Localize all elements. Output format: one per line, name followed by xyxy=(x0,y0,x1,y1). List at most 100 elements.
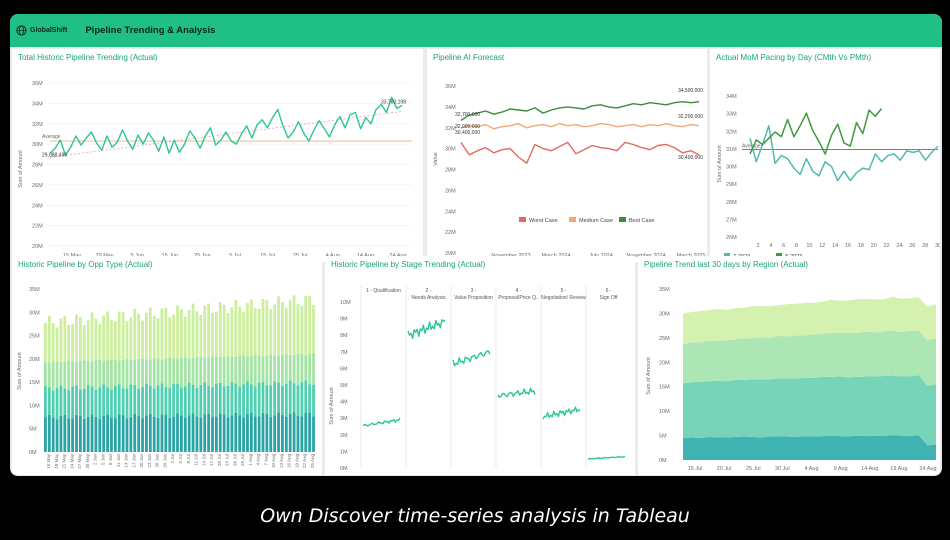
ai-forecast-panel[interactable]: Pipeline AI Forecast 36M 34M 32M 30M 28M 26M 2… xyxy=(427,49,707,262)
region-trend-chart[interactable]: 35M 30M 25M 20M 15M 10M 5M 0M Sum of Amount 15 Ju… xyxy=(638,256,940,475)
opp-bar-segment xyxy=(304,295,308,355)
forecast-y-tick: 28M xyxy=(445,168,456,174)
opp-y-tick: 0M xyxy=(29,450,37,456)
stage-series-line xyxy=(452,350,491,367)
opp-bar-segment xyxy=(102,415,106,452)
stage-y-tick: 2M xyxy=(340,433,348,439)
opp-bar-segment xyxy=(261,298,265,357)
opp-bar-segment xyxy=(203,357,207,383)
opp-bar-segment xyxy=(211,356,214,388)
opp-bar-segment xyxy=(234,383,238,413)
opp-bar-segment xyxy=(59,385,63,416)
forecast-legend-label: Worst Case xyxy=(529,218,558,224)
opp-bar-segment xyxy=(160,308,164,360)
forecast-ylabel: Value xyxy=(433,152,439,166)
opp-bar-segment xyxy=(300,416,304,452)
mom-x-tick: 6 xyxy=(782,243,785,249)
opp-x-tick: 13 Aug xyxy=(279,454,284,469)
opp-bar-segment xyxy=(195,356,199,388)
opp-bar-segment xyxy=(110,417,113,452)
opp-bar-segment xyxy=(191,303,195,359)
mom-x-tick: 8 xyxy=(795,243,798,249)
dashboard: GlobalShift Pipeline Trending & Analysis… xyxy=(10,14,942,476)
mom-pacing-panel[interactable]: Actual MoM Pacing by Day (CMth Vs PMth) … xyxy=(710,49,940,262)
opp-bar-segment xyxy=(249,384,253,413)
opp-bar-segment xyxy=(55,361,59,388)
total-pipeline-panel[interactable]: Total Historic Pipeline Trending (Actual… xyxy=(12,49,423,262)
total-ylabel: Sum of Amount xyxy=(18,150,24,188)
total-pipeline-chart[interactable]: 36M 34M 32M 30M 28M 26M 24M 22M 20M Sum of Amount… xyxy=(12,49,423,262)
opp-type-chart[interactable]: 35M 30M 25M 20M 15M 10M 5M 0M Sum of Amount 15 Ma… xyxy=(12,256,322,475)
panel-title: Historic Pipeline by Opp Type (Actual) xyxy=(18,260,153,269)
opp-bar-segment xyxy=(55,387,59,420)
opp-bar-segment xyxy=(82,325,86,361)
region-trend-panel[interactable]: Pipeline Trend last 30 days by Region (A… xyxy=(638,256,940,475)
opp-bar-segment xyxy=(63,415,67,452)
opp-bar-segment xyxy=(59,362,63,386)
stage-trending-panel[interactable]: Historic Pipeline by Stage Trending (Act… xyxy=(325,256,635,475)
opp-bar-segment xyxy=(164,386,168,415)
opp-bar-segment xyxy=(51,323,55,362)
opp-bar-segment xyxy=(176,413,179,452)
stage-trending-chart[interactable]: 10M 9M 8M 7M 6M 5M 4M 3M 2M 1M 0M Sum of Amount 1 - … xyxy=(325,256,635,475)
opp-bar-segment xyxy=(78,316,82,361)
opp-bar-segment xyxy=(292,412,296,452)
ai-forecast-chart[interactable]: 36M34M32M30M28M26M24M22M20MValueNovember… xyxy=(427,49,707,262)
opp-bar-segment xyxy=(106,414,109,452)
opp-bar-segment xyxy=(211,312,214,357)
opp-bar-segment xyxy=(242,311,245,356)
region-x-tick: 15 Jul xyxy=(688,466,703,472)
opp-x-tick: 8 Jul xyxy=(186,454,191,464)
mom-x-tick: 18 xyxy=(858,243,864,249)
stage-y-tick: 5M xyxy=(340,383,348,389)
opp-bar-segment xyxy=(269,309,273,355)
opp-bar-segment xyxy=(63,361,67,389)
opp-bar-segment xyxy=(265,413,269,452)
opp-bar-segment xyxy=(277,296,280,356)
total-y-tick: 28M xyxy=(32,163,43,169)
opp-x-tick: 29 Jun xyxy=(162,454,167,468)
opp-bar-segment xyxy=(238,306,242,356)
region-area-us-east xyxy=(683,375,936,446)
opp-x-tick: 14 Jul xyxy=(201,454,206,466)
mom-pacing-chart[interactable]: 34M 33M 32M 31M 30M 29M 28M 27M 26M Sum of Amount… xyxy=(710,49,940,262)
forecast-series-1 xyxy=(460,122,700,130)
opp-x-tick: 4 Aug xyxy=(256,454,261,466)
opp-bar-segment xyxy=(218,357,222,383)
opp-bar-segment xyxy=(261,356,265,382)
opp-bar-segment xyxy=(300,305,304,354)
opp-bar-segment xyxy=(257,308,261,356)
opp-bar-segment xyxy=(141,386,144,419)
opp-bar-segment xyxy=(292,354,296,384)
opp-bar-segment xyxy=(207,303,210,358)
opp-y-tick: 10M xyxy=(29,403,40,409)
opp-bar-segment xyxy=(300,353,304,383)
opp-bar-segment xyxy=(94,360,98,390)
opp-bar-segment xyxy=(168,357,172,388)
total-y-tick: 34M xyxy=(32,101,43,107)
opp-bar-segment xyxy=(277,382,280,413)
opp-bar-segment xyxy=(71,386,74,419)
opp-bar-segment xyxy=(94,416,98,452)
opp-bar-segment xyxy=(156,417,160,452)
total-end-label: 33,780,198 xyxy=(381,99,406,105)
opp-bar-segment xyxy=(183,417,187,452)
opp-bar-segment xyxy=(44,362,47,386)
opp-x-tick: 8 Jun xyxy=(108,454,113,466)
opp-bar-segment xyxy=(191,358,195,385)
brand-logo[interactable]: GlobalShift xyxy=(16,25,67,36)
opp-bar-segment xyxy=(261,412,265,452)
opp-bar-segment xyxy=(141,418,144,452)
opp-bar-segment xyxy=(214,383,218,417)
opp-bar-segment xyxy=(312,304,315,354)
opp-bar-segment xyxy=(187,382,191,416)
region-x-tick: 4 Aug xyxy=(804,466,818,472)
opp-bar-segment xyxy=(304,412,308,452)
stage-ylabel: Sum of Amount xyxy=(329,387,335,425)
opp-bar-segment xyxy=(90,312,94,362)
opp-bar-segment xyxy=(59,415,63,452)
stage-column-label: Sign Off xyxy=(600,295,619,301)
total-y-tick: 20M xyxy=(32,244,43,250)
opp-bar-segment xyxy=(141,358,144,387)
opp-type-panel[interactable]: Historic Pipeline by Opp Type (Actual) 3… xyxy=(12,256,322,475)
